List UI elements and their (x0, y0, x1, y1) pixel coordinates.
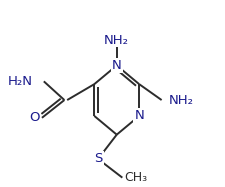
Text: O: O (29, 111, 40, 124)
Text: H₂N: H₂N (8, 75, 32, 88)
Text: N: N (134, 109, 143, 122)
Text: N: N (111, 59, 121, 72)
Text: NH₂: NH₂ (168, 94, 193, 107)
Text: CH₃: CH₃ (124, 171, 147, 184)
Text: NH₂: NH₂ (104, 34, 129, 47)
Text: S: S (93, 152, 102, 165)
